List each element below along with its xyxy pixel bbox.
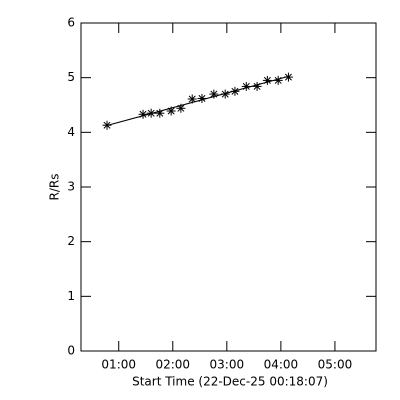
- marker-stroke: [139, 110, 147, 118]
- marker-stroke: [147, 109, 155, 117]
- marker-stroke: [242, 82, 250, 90]
- marker: [209, 89, 219, 99]
- marker-stroke: [263, 76, 271, 84]
- y-axis-label: R/Rs: [48, 174, 62, 201]
- marker-stroke: [198, 94, 206, 102]
- y-tick-label: 2: [67, 234, 75, 248]
- marker-stroke: [231, 87, 239, 95]
- marker: [176, 103, 186, 113]
- marker-stroke: [103, 121, 111, 129]
- fit-line: [106, 75, 289, 126]
- x-tick-label: 05:00: [318, 358, 353, 372]
- marker-stroke: [188, 95, 196, 103]
- marker: [252, 81, 262, 91]
- marker-stroke: [210, 90, 218, 98]
- y-tick-label: 4: [67, 125, 75, 139]
- marker: [187, 94, 197, 104]
- marker: [283, 72, 293, 82]
- marker-stroke: [221, 90, 229, 98]
- marker: [138, 109, 148, 119]
- marker: [155, 108, 165, 118]
- marker-stroke: [177, 104, 185, 112]
- x-tick-label: 01:00: [101, 358, 136, 372]
- marker: [230, 86, 240, 96]
- x-tick-label: 02:00: [155, 358, 190, 372]
- x-tick-label: 04:00: [264, 358, 299, 372]
- y-tick-label: 6: [67, 16, 75, 30]
- plot-frame: [80, 22, 377, 352]
- marker: [220, 89, 230, 99]
- marker: [273, 75, 283, 85]
- marker-stroke: [167, 107, 175, 115]
- marker-stroke: [274, 76, 282, 84]
- marker-stroke: [253, 82, 261, 90]
- y-tick-label: 1: [67, 289, 75, 303]
- marker-stroke: [284, 73, 292, 81]
- y-tick-label: 0: [67, 344, 75, 358]
- marker: [197, 93, 207, 103]
- y-tick-label: 3: [67, 180, 75, 194]
- y-tick-label: 5: [67, 70, 75, 84]
- x-tick-label: 03:00: [210, 358, 245, 372]
- marker: [166, 106, 176, 116]
- marker: [262, 75, 272, 85]
- marker: [241, 81, 251, 91]
- marker-stroke: [156, 109, 164, 117]
- marker: [146, 108, 156, 118]
- x-axis-label: Start Time (22-Dec-25 00:18:07): [132, 375, 328, 389]
- marker: [102, 120, 112, 130]
